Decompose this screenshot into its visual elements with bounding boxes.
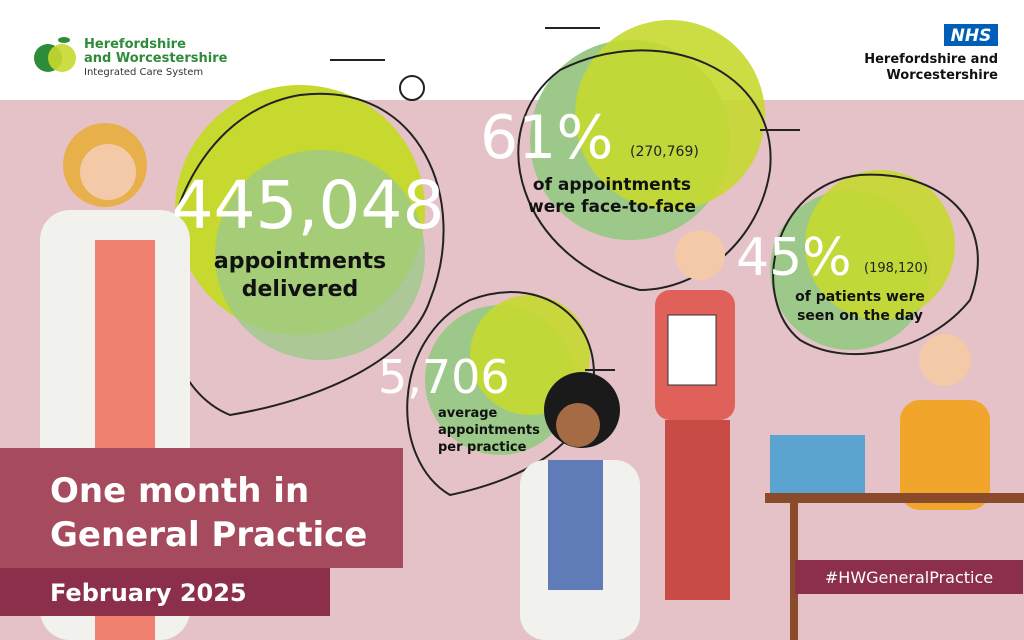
logo-subtitle: Integrated Care System — [84, 67, 203, 78]
stat-caption: delivered — [242, 277, 359, 302]
stat-detail: (270,769) — [630, 144, 699, 160]
stat-average: 5,706 average appointments per practice — [378, 350, 540, 455]
stat-value: 445,048 — [172, 167, 445, 244]
bubble-outline — [406, 291, 595, 497]
nhs-logo: NHS Herefordshire and Worcestershire — [864, 24, 998, 83]
bubble-outline — [772, 173, 979, 356]
nhs-badge — [944, 24, 998, 46]
stat-caption: of appointments — [533, 175, 691, 195]
doctor2-face — [556, 403, 600, 447]
nurse-trousers — [665, 420, 730, 600]
stat-value: 5,706 — [378, 350, 510, 404]
decor — [162, 20, 979, 497]
desk — [765, 493, 1024, 503]
stat-caption: appointments — [214, 249, 386, 274]
date: February 2025 — [50, 579, 247, 607]
nhs-text: Herefordshire and — [864, 52, 998, 67]
ics-logo: Herefordshire and Worcestershire Integra… — [34, 37, 228, 78]
logo-leaf — [58, 37, 70, 43]
doctor-face — [80, 144, 136, 200]
nurse-face — [675, 230, 725, 280]
stat-caption: appointments — [438, 423, 540, 438]
deco-ring — [399, 75, 425, 101]
stat-value: 61% — [480, 103, 613, 173]
title: One month in — [50, 471, 309, 511]
bubble-outline — [517, 49, 772, 292]
date-panel — [0, 568, 330, 616]
worker-top — [900, 400, 990, 510]
bubble-fill — [575, 20, 765, 210]
stat-caption: of patients were — [795, 289, 925, 305]
title: General Practice — [50, 515, 367, 555]
hashtag-panel — [795, 560, 1023, 594]
nhs-badge-text: NHS — [951, 26, 992, 46]
laptop — [770, 435, 865, 495]
stat-face-to-face: 61% (270,769) of appointments were face-… — [480, 103, 699, 217]
worker-face — [919, 334, 971, 386]
stat-caption: were face-to-face — [528, 197, 696, 217]
stat-caption: average — [438, 406, 498, 421]
stat-appointments: 445,048 appointments delivered — [172, 167, 445, 302]
stat-same-day: 45% (198,120) of patients were seen on t… — [736, 228, 928, 324]
desk-leg — [790, 503, 798, 640]
hashtag: #HWGeneralPractice — [825, 568, 993, 587]
bubble-fill — [805, 170, 955, 320]
nhs-text: Worcestershire — [886, 68, 998, 83]
doctor2-top — [548, 460, 603, 590]
stat-caption: per practice — [438, 440, 527, 455]
bubble-fill — [215, 150, 425, 360]
stat-caption: seen on the day — [797, 308, 923, 324]
logo-text: and Worcestershire — [84, 51, 228, 66]
stat-detail: (198,120) — [864, 261, 928, 276]
clipboard — [667, 314, 717, 386]
logo-circle — [48, 44, 76, 72]
stat-value: 45% — [736, 228, 852, 288]
logo-text: Herefordshire — [84, 37, 186, 52]
title-panel — [0, 448, 403, 568]
